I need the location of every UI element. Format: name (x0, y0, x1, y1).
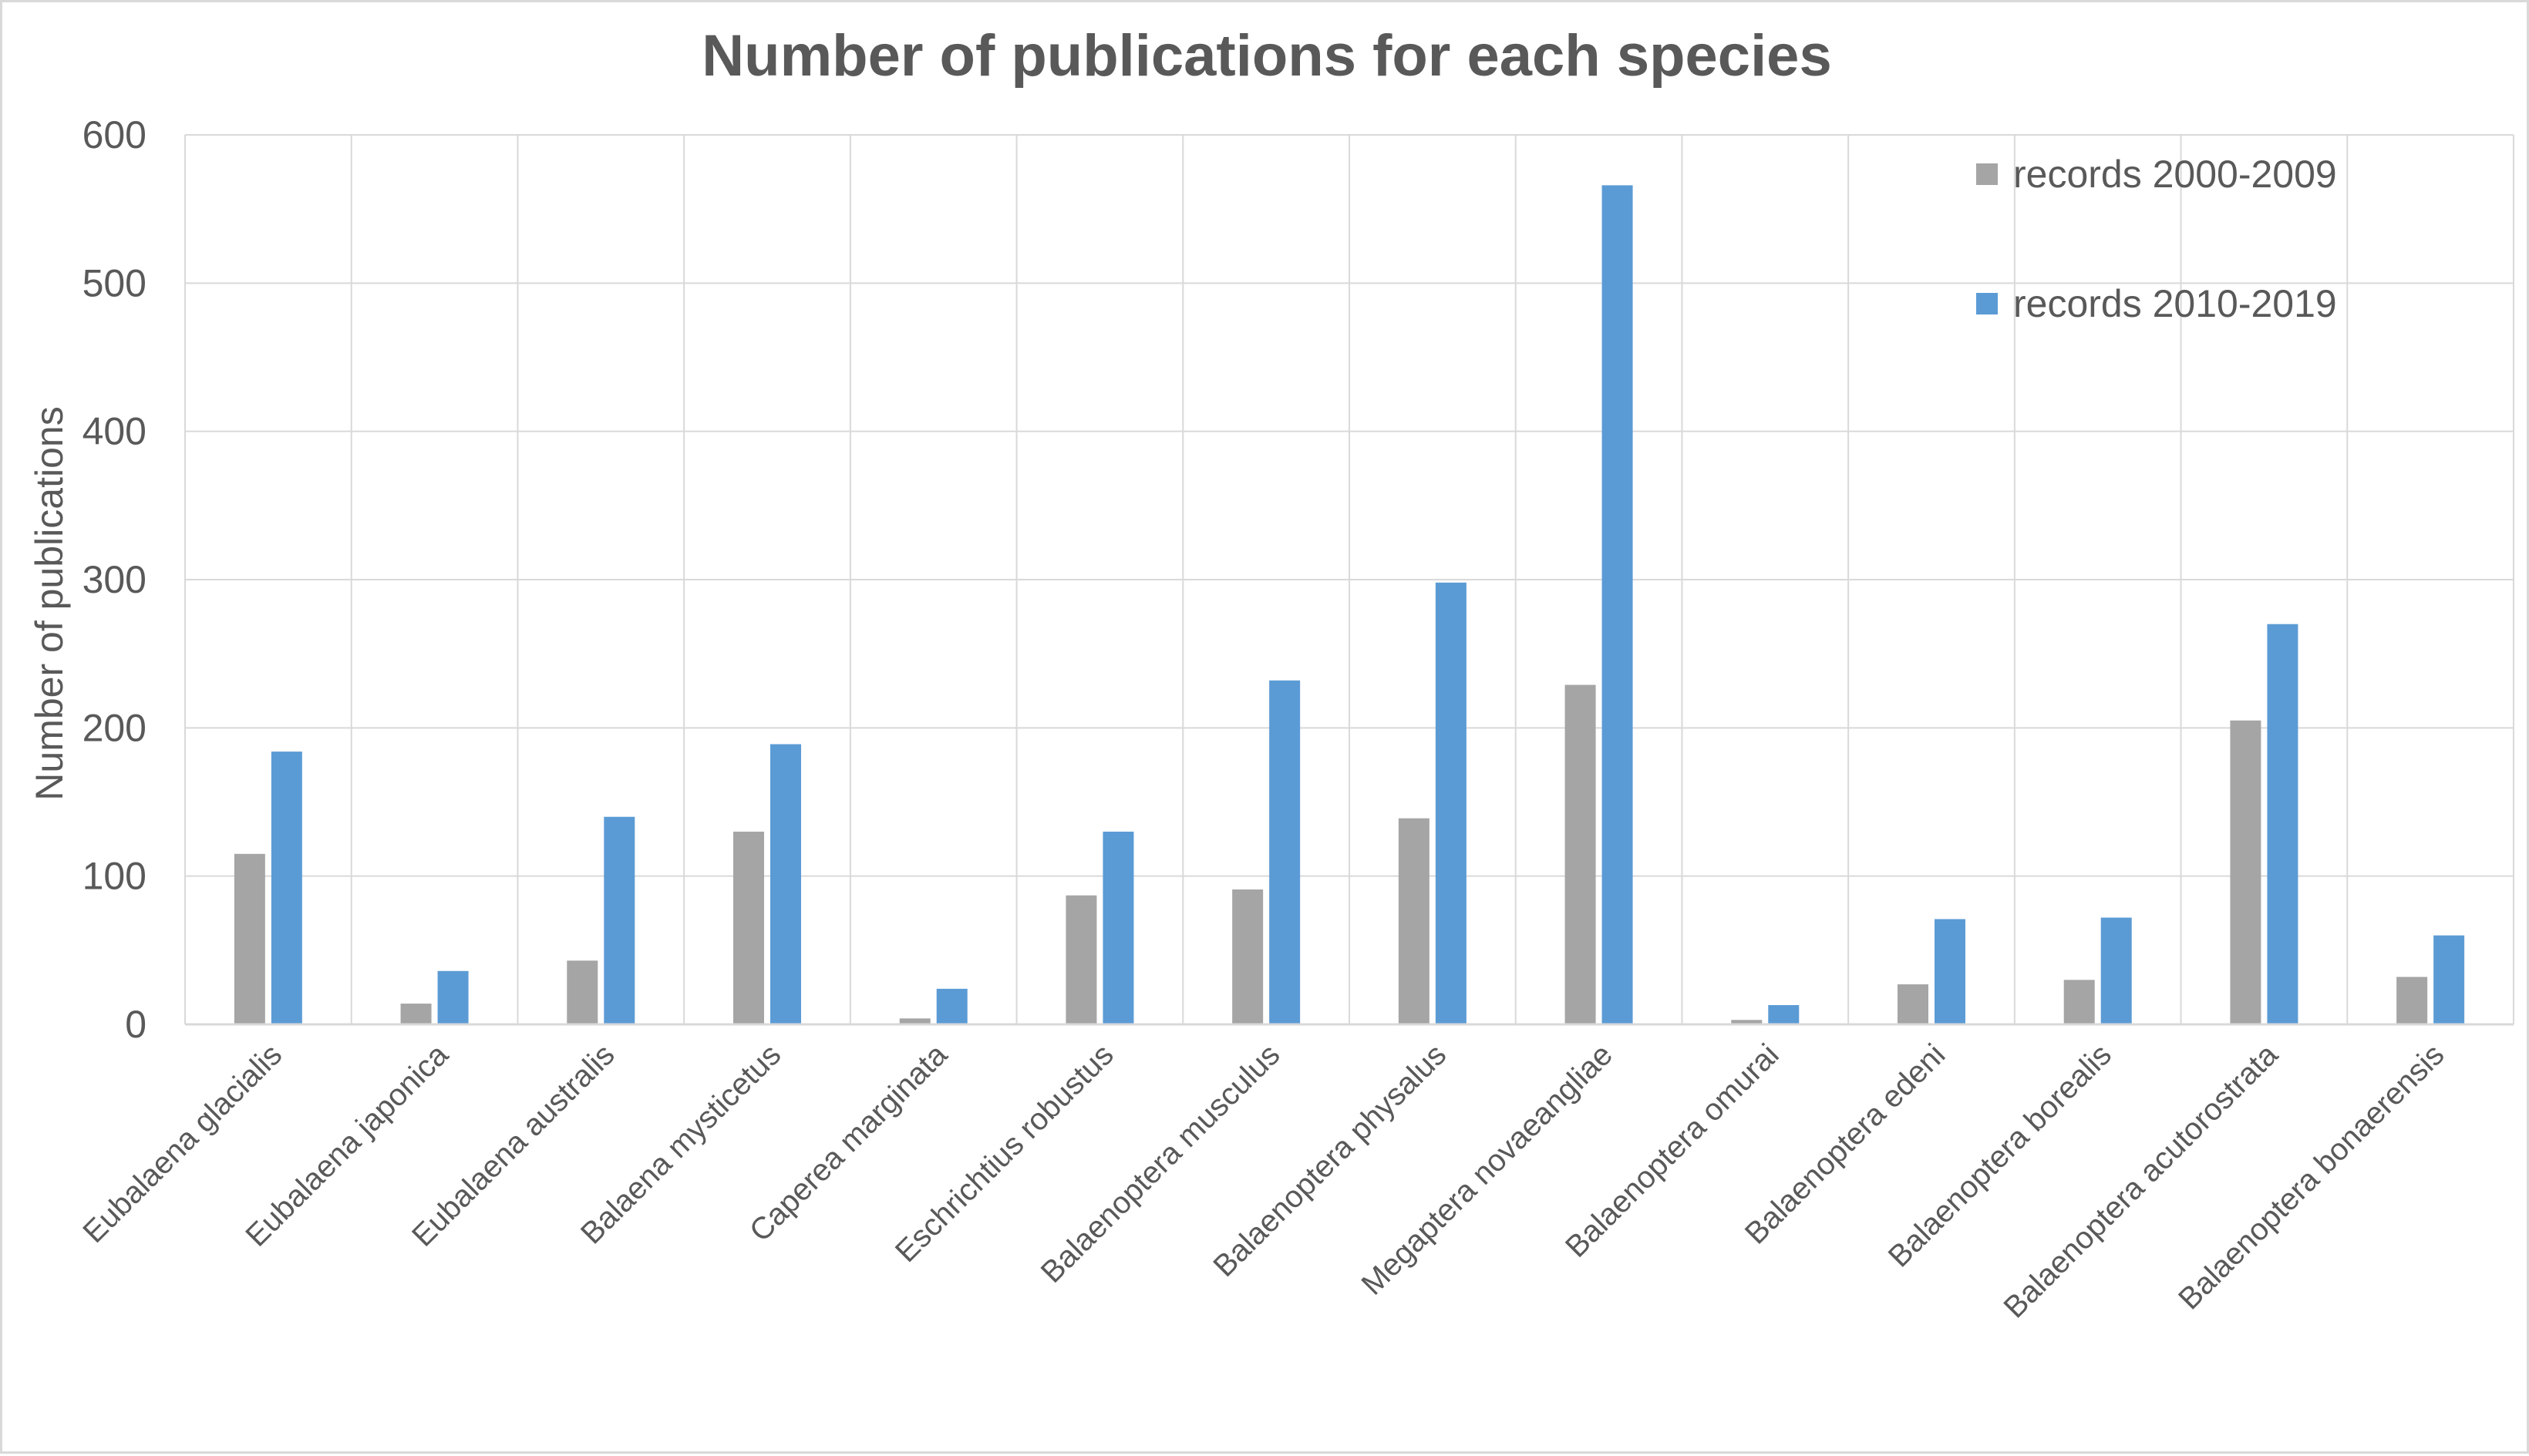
bar-series-2 (604, 816, 635, 1024)
bar-series-1 (1731, 1020, 1763, 1024)
legend: records 2000-2009 records 2010-2019 (1976, 153, 2337, 325)
grid-lines (184, 134, 2514, 1024)
bar-series-1 (1564, 684, 1596, 1024)
y-tick-label: 300 (83, 558, 146, 601)
bar-series-2 (1935, 919, 1965, 1024)
y-tick-label: 0 (125, 1003, 146, 1046)
bar-series-2 (437, 970, 469, 1024)
bars (234, 185, 2465, 1025)
bar-series-1 (400, 1004, 432, 1024)
x-category-label: Balaenoptera bonaerensis (2172, 1037, 2450, 1316)
bar-series-1 (733, 831, 764, 1024)
bar-series-2 (271, 752, 302, 1024)
bar-series-1 (234, 853, 265, 1024)
chart-title: Number of publications for each species (702, 23, 1831, 89)
y-tick-label: 200 (83, 706, 146, 749)
bar-series-2 (2100, 917, 2132, 1024)
bar-series-2 (2267, 624, 2298, 1024)
bar-series-2 (1435, 582, 1467, 1024)
y-tick-label: 600 (83, 113, 146, 156)
x-category-label: Balaenoptera acutorostrata (1997, 1037, 2285, 1325)
y-axis-ticks: 0 100 200 300 400 500 600 (83, 113, 146, 1046)
bar-series-2 (770, 744, 801, 1024)
bar-series-1 (899, 1018, 931, 1024)
bar-series-1 (1898, 984, 1928, 1024)
bar-series-2 (1103, 831, 1134, 1024)
y-tick-label: 400 (83, 410, 146, 453)
legend-swatch (1976, 163, 1998, 185)
bar-series-2 (936, 988, 968, 1024)
y-tick-label: 100 (83, 855, 146, 898)
bar-series-2 (1269, 680, 1301, 1024)
bar-series-2 (1768, 1004, 1800, 1024)
y-tick-label: 500 (83, 261, 146, 304)
y-axis-label: Number of publications (28, 406, 71, 800)
bar-series-2 (2433, 935, 2465, 1024)
legend-label: records 2010-2019 (2013, 282, 2337, 325)
bar-series-1 (1398, 818, 1430, 1024)
bar-series-1 (2230, 720, 2261, 1024)
bar-series-1 (2063, 980, 2095, 1024)
bar-series-1 (567, 960, 598, 1024)
bar-series-1 (1232, 889, 1264, 1024)
bar-series-2 (1601, 185, 1633, 1025)
legend-label: records 2000-2009 (2013, 153, 2337, 196)
bar-series-1 (2396, 977, 2428, 1024)
legend-swatch (1976, 293, 1998, 314)
bar-series-1 (1066, 895, 1097, 1024)
